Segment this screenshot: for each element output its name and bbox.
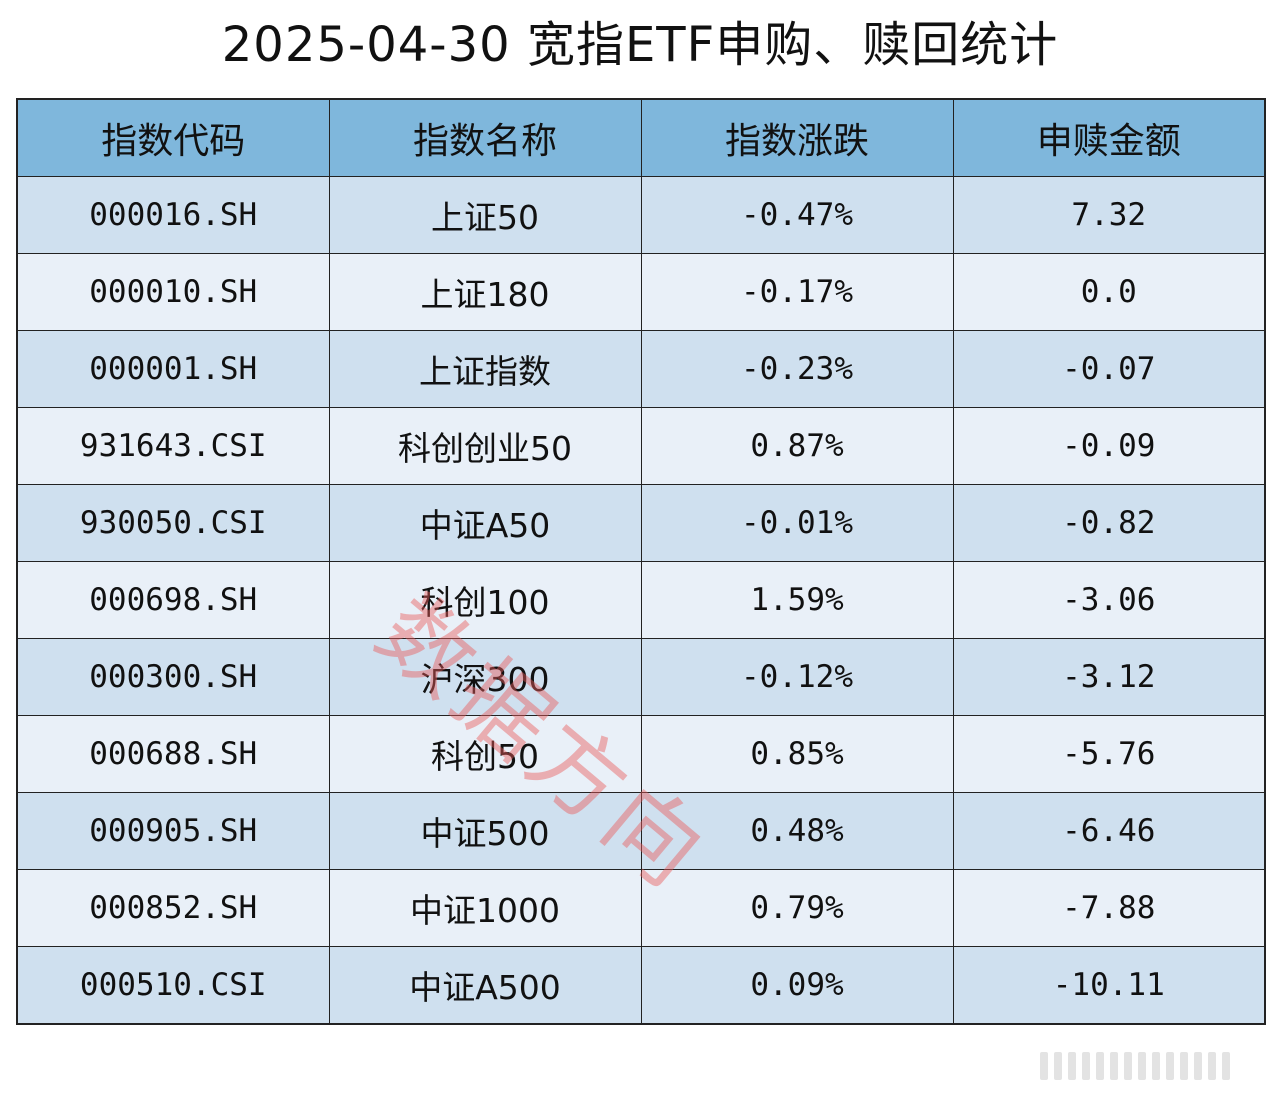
index-change-cell: -0.47%	[640, 176, 954, 254]
index-name-cell: 科创创业50	[328, 407, 642, 485]
table-row: 000905.SH 中证500 0.48% -6.46	[16, 792, 1266, 870]
header-subscription-amount: 申赎金额	[952, 98, 1266, 177]
index-code-cell: 000852.SH	[16, 869, 330, 947]
table-row: 000010.SH 上证180 -0.17% 0.0	[16, 253, 1266, 331]
index-code-cell: 930050.CSI	[16, 484, 330, 562]
index-code-cell: 000016.SH	[16, 176, 330, 254]
amount-cell: -10.11	[952, 946, 1266, 1025]
index-change-cell: -0.12%	[640, 638, 954, 716]
index-change-cell: -0.17%	[640, 253, 954, 331]
index-change-cell: 0.87%	[640, 407, 954, 485]
amount-cell: 0.0	[952, 253, 1266, 331]
index-code-cell: 000001.SH	[16, 330, 330, 408]
index-name-cell: 沪深300	[328, 638, 642, 716]
index-code-cell: 000905.SH	[16, 792, 330, 870]
index-name-cell: 上证指数	[328, 330, 642, 408]
index-change-cell: -0.01%	[640, 484, 954, 562]
amount-cell: -3.06	[952, 561, 1266, 639]
table-row: 000688.SH 科创50 0.85% -5.76	[16, 715, 1266, 793]
index-name-cell: 中证A500	[328, 946, 642, 1025]
table-row: 930050.CSI 中证A50 -0.01% -0.82	[16, 484, 1266, 562]
index-change-cell: 0.09%	[640, 946, 954, 1025]
table-row: 000852.SH 中证1000 0.79% -7.88	[16, 869, 1266, 947]
table-row: 931643.CSI 科创创业50 0.87% -0.09	[16, 407, 1266, 485]
index-code-cell: 000510.CSI	[16, 946, 330, 1025]
header-index-change: 指数涨跌	[640, 98, 954, 177]
index-code-cell: 000300.SH	[16, 638, 330, 716]
footer-decoration	[1040, 1050, 1250, 1080]
header-index-code: 指数代码	[16, 98, 330, 177]
amount-cell: -6.46	[952, 792, 1266, 870]
header-index-name: 指数名称	[328, 98, 642, 177]
page-title: 2025-04-30 宽指ETF申购、赎回统计	[221, 17, 1059, 73]
index-code-cell: 000698.SH	[16, 561, 330, 639]
index-name-cell: 中证A50	[328, 484, 642, 562]
index-name-cell: 上证50	[328, 176, 642, 254]
index-change-cell: 0.48%	[640, 792, 954, 870]
index-code-cell: 000688.SH	[16, 715, 330, 793]
index-name-cell: 科创50	[328, 715, 642, 793]
table-body: 000016.SH 上证50 -0.47% 7.32 000010.SH 上证180 -0.…	[16, 176, 1266, 1025]
table-row: 000698.SH 科创100 1.59% -3.06	[16, 561, 1266, 639]
index-name-cell: 科创100	[328, 561, 642, 639]
index-code-cell: 000010.SH	[16, 253, 330, 331]
table-row: 000001.SH 上证指数 -0.23% -0.07	[16, 330, 1266, 408]
amount-cell: -5.76	[952, 715, 1266, 793]
table-row: 000510.CSI 中证A500 0.09% -10.11	[16, 946, 1266, 1025]
amount-cell: -0.07	[952, 330, 1266, 408]
amount-cell: 7.32	[952, 176, 1266, 254]
amount-cell: -0.09	[952, 407, 1266, 485]
amount-cell: -7.88	[952, 869, 1266, 947]
index-change-cell: 1.59%	[640, 561, 954, 639]
index-name-cell: 上证180	[328, 253, 642, 331]
index-change-cell: -0.23%	[640, 330, 954, 408]
table-row: 000300.SH 沪深300 -0.12% -3.12	[16, 638, 1266, 716]
index-name-cell: 中证500	[328, 792, 642, 870]
index-code-cell: 931643.CSI	[16, 407, 330, 485]
table-header-row: 指数代码 指数名称 指数涨跌 申赎金额	[16, 98, 1266, 177]
index-name-cell: 中证1000	[328, 869, 642, 947]
index-change-cell: 0.79%	[640, 869, 954, 947]
index-change-cell: 0.85%	[640, 715, 954, 793]
amount-cell: -3.12	[952, 638, 1266, 716]
etf-table: 指数代码 指数名称 指数涨跌 申赎金额 000016.SH 上证50 -0.47% 7…	[16, 98, 1266, 1025]
amount-cell: -0.82	[952, 484, 1266, 562]
table-row: 000016.SH 上证50 -0.47% 7.32	[16, 176, 1266, 254]
